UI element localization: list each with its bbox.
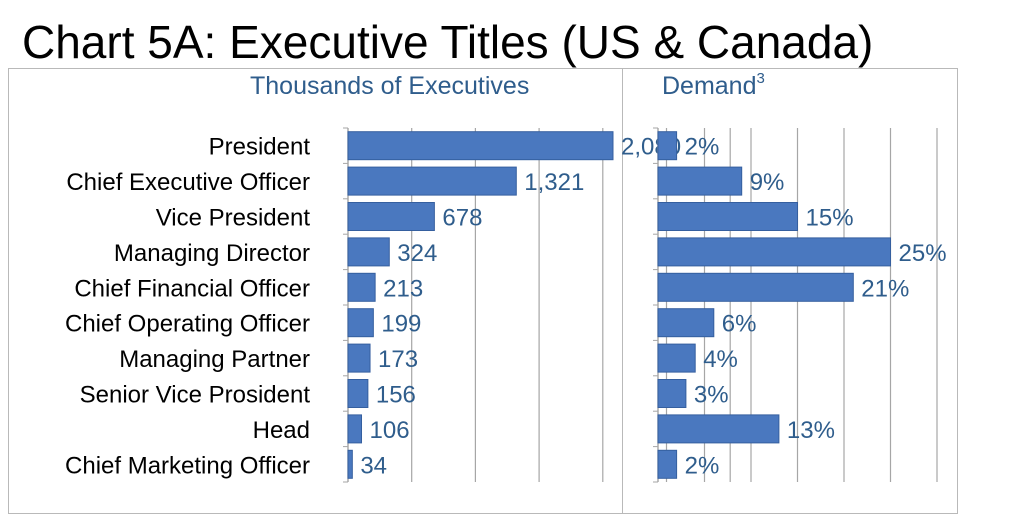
category-label: Managing Partner [119, 346, 310, 373]
executives-bar [347, 449, 353, 479]
demand-value-label: 2% [685, 452, 720, 479]
executives-value-label: 213 [383, 275, 423, 302]
demand-bar [657, 131, 678, 161]
demand-bar [657, 272, 854, 302]
demand-value-label: 4% [703, 346, 738, 373]
category-label: Managing Director [114, 240, 310, 267]
demand-value-label: 3% [694, 382, 729, 409]
demand-bar [657, 202, 798, 231]
executives-bar [347, 131, 614, 161]
demand-value-label: 21% [861, 275, 909, 302]
executives-bar [347, 166, 517, 196]
category-label: Vice President [156, 205, 311, 232]
demand-value-label: 13% [787, 417, 835, 444]
category-label: Chief Operating Officer [65, 311, 310, 338]
executives-bar [347, 343, 371, 373]
demand-bar [657, 414, 780, 444]
executives-value-label: 34 [360, 452, 387, 479]
demand-bar [657, 379, 687, 408]
executives-value-label: 678 [442, 205, 482, 232]
executives-bar [347, 237, 390, 267]
demand-bar [657, 449, 678, 479]
category-label: President [209, 134, 311, 161]
executives-value-label: 156 [376, 382, 416, 409]
right-panel-title: Demand3 [662, 70, 765, 102]
chart-title: Chart 5A: Executive Titles (US & Canada) [22, 16, 874, 68]
left-panel-title: Thousands of Executives [250, 70, 529, 102]
executives-bar [347, 379, 369, 408]
category-label: Chief Marketing Officer [65, 452, 310, 479]
demand-value-label: 2% [685, 134, 720, 161]
executives-value-label: 106 [370, 417, 410, 444]
demand-bar [657, 343, 696, 373]
category-label: Senior Vice Prosident [80, 382, 311, 409]
category-label: Head [253, 417, 310, 444]
executives-bar [347, 272, 376, 302]
demand-bar [657, 166, 743, 196]
demand-value-label: 9% [750, 169, 785, 196]
executives-bar [347, 308, 374, 338]
right-panel-title-text: Demand [662, 72, 757, 100]
chart-frame [8, 68, 958, 514]
demand-value-label: 6% [722, 311, 757, 338]
demand-bar [657, 308, 715, 338]
left-panel-title-text: Thousands of Executives [250, 72, 530, 100]
category-label: Chief Financial Officer [74, 275, 310, 302]
executives-value-label: 173 [378, 346, 418, 373]
executives-value-label: 1,321 [524, 169, 584, 196]
executives-bar [347, 414, 363, 444]
right-panel-title-superscript: 3 [756, 70, 765, 87]
category-label: Chief Executive Officer [66, 169, 310, 196]
executives-value-label: 199 [381, 311, 421, 338]
demand-value-label: 25% [899, 240, 947, 267]
panel-divider [622, 68, 623, 514]
demand-bar [657, 237, 891, 267]
demand-value-label: 15% [806, 205, 854, 232]
executives-value-label: 324 [397, 240, 437, 267]
executives-bar [347, 202, 435, 231]
